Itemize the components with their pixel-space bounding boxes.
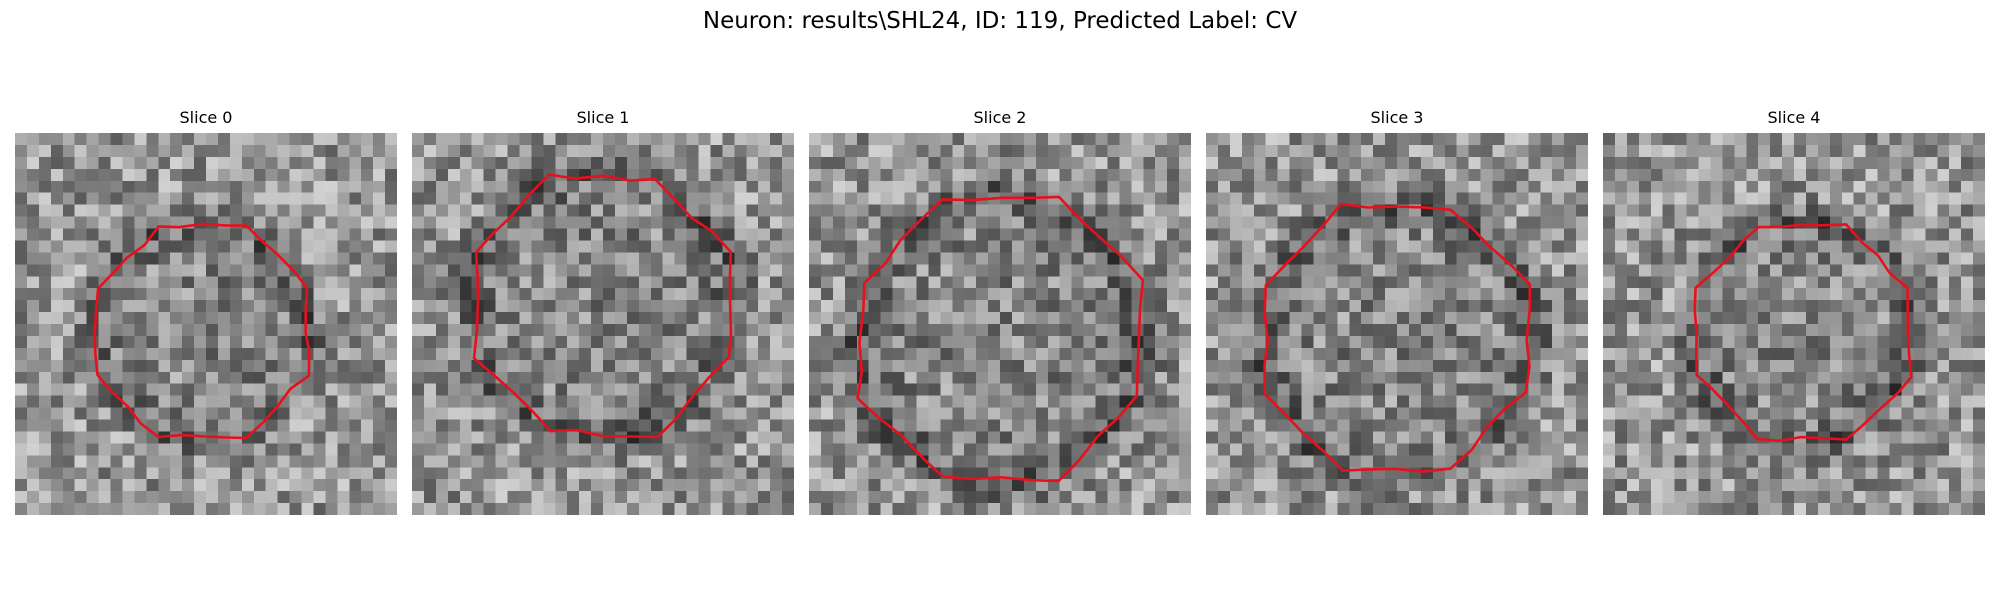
slice-panel-0: Slice 0	[15, 108, 397, 515]
slice-title: Slice 0	[179, 108, 233, 127]
slice-image	[1206, 133, 1588, 515]
slice-title: Slice 4	[1767, 108, 1821, 127]
slice-pixels	[15, 133, 397, 515]
slice-pixels	[412, 133, 794, 515]
slice-title: Slice 1	[576, 108, 630, 127]
slice-title: Slice 3	[1370, 108, 1424, 127]
slice-image	[15, 133, 397, 515]
slice-pixels	[809, 133, 1191, 515]
segmentation-contour	[93, 222, 311, 440]
slice-image	[809, 133, 1191, 515]
segmentation-contour	[1693, 223, 1913, 443]
slice-panel-2: Slice 2	[809, 108, 1191, 515]
slice-image	[412, 133, 794, 515]
slice-title: Slice 2	[973, 108, 1027, 127]
segmentation-contour	[472, 173, 733, 439]
slice-image	[1603, 133, 1985, 515]
slice-panel-3: Slice 3	[1206, 108, 1588, 515]
slice-panel-4: Slice 4	[1603, 108, 1985, 515]
segmentation-contour	[1263, 202, 1532, 473]
segmentation-contour	[856, 195, 1145, 483]
figure-title: Neuron: results\SHL24, ID: 119, Predicte…	[702, 8, 1298, 34]
slice-panel-1: Slice 1	[412, 108, 794, 515]
slice-pixels	[1206, 133, 1588, 515]
slice-pixels	[1603, 133, 1985, 515]
